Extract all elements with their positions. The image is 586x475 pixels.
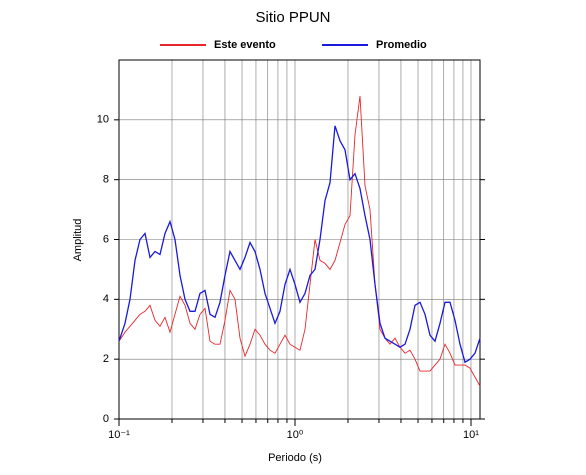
y-tick-label: 2 [103,353,109,365]
y-tick-label: 8 [103,174,109,186]
x-tick-label: 10¹ [463,429,479,441]
x-tick-label: 10⁰ [287,429,304,441]
chart-title: Sitio PPUN [255,9,330,26]
x-axis-label: Periodo (s) [268,452,322,464]
x-tick-label: 10⁻¹ [108,429,130,441]
data-line [118,125,481,364]
y-axis-label: Amplitud [72,219,84,262]
y-tick-label: 6 [103,233,109,245]
y-tick-label: 0 [103,413,109,425]
legend-label: Promedio [376,39,427,51]
plot-frame [118,59,481,420]
legend-label: Este evento [214,39,276,51]
y-tick-label: 4 [103,293,109,305]
data-line [118,95,481,387]
y-tick-label: 10 [97,114,109,126]
